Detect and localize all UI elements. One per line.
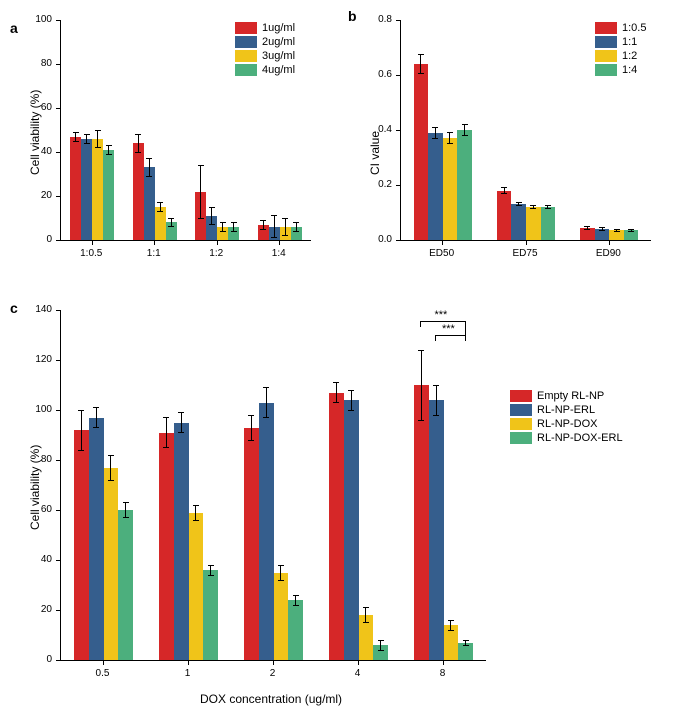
legend-label: 3ug/ml: [262, 50, 295, 62]
legend-swatch: [510, 390, 532, 402]
legend-label: RL-NP-ERL: [537, 404, 595, 416]
bar: [159, 433, 174, 661]
x-tick-label: 1:2: [191, 248, 241, 259]
legend-label: 1:2: [622, 50, 637, 62]
legend-swatch: [595, 22, 617, 34]
bar: [329, 393, 344, 661]
x-tick-label: 1:4: [254, 248, 304, 259]
bar: [104, 468, 119, 661]
y-axis-label: Cell viability (%): [28, 445, 42, 530]
panel-label-c: c: [10, 300, 18, 316]
bar: [511, 204, 526, 240]
y-tick-label: 100: [22, 404, 52, 415]
legend: Empty RL-NP RL-NP-ERL RL-NP-DOX RL-NP-DOX-E…: [510, 390, 623, 446]
bar: [203, 570, 218, 660]
legend-label: 2ug/ml: [262, 36, 295, 48]
x-axis-label: DOX concentration (ug/ml): [200, 692, 342, 706]
legend-label: 1:0.5: [622, 22, 646, 34]
legend-swatch: [595, 36, 617, 48]
bar: [155, 207, 166, 240]
bar: [429, 400, 444, 660]
significance-marker: ***: [442, 323, 455, 335]
bar: [541, 207, 556, 240]
y-tick-label: 0: [22, 654, 52, 665]
y-tick-label: 0.0: [362, 234, 392, 245]
bar: [118, 510, 133, 660]
bar: [81, 139, 92, 240]
y-axis-label: CI value: [368, 131, 382, 175]
bar: [92, 139, 103, 240]
legend-label: 1ug/ml: [262, 22, 295, 34]
y-tick-label: 40: [22, 554, 52, 565]
bar: [428, 133, 443, 240]
x-tick-label: 1:0.5: [66, 248, 116, 259]
y-tick-label: 120: [22, 354, 52, 365]
bar: [70, 137, 81, 240]
y-axis-label: Cell viability (%): [28, 90, 42, 175]
legend-label: RL-NP-DOX: [537, 418, 598, 430]
bar: [244, 428, 259, 661]
y-tick-label: 0.6: [362, 69, 392, 80]
legend-swatch: [235, 36, 257, 48]
bar: [443, 138, 458, 240]
bar: [497, 191, 512, 241]
x-tick-label: 2: [248, 668, 298, 679]
legend-swatch: [510, 404, 532, 416]
x-tick-label: 0.5: [78, 668, 128, 679]
bar: [457, 130, 472, 240]
legend-label: Empty RL-NP: [537, 390, 604, 402]
bar: [89, 418, 104, 661]
chart-area: [60, 310, 486, 661]
y-tick-label: 20: [22, 604, 52, 615]
bar: [526, 207, 541, 240]
legend-swatch: [510, 432, 532, 444]
legend-swatch: [235, 50, 257, 62]
y-tick-label: 0.8: [362, 14, 392, 25]
bar: [103, 150, 114, 240]
legend-label: RL-NP-DOX-ERL: [537, 432, 623, 444]
bar: [74, 430, 89, 660]
bar: [274, 573, 289, 661]
bar: [414, 64, 429, 240]
bar: [344, 400, 359, 660]
x-tick-label: 4: [333, 668, 383, 679]
bar: [259, 403, 274, 661]
legend-swatch: [595, 50, 617, 62]
x-tick-label: ED50: [417, 248, 467, 259]
legend-label: 4ug/ml: [262, 64, 295, 76]
x-tick-label: ED75: [500, 248, 550, 259]
y-tick-label: 0: [22, 234, 52, 245]
bar: [288, 600, 303, 660]
bar: [174, 423, 189, 661]
legend-swatch: [235, 64, 257, 76]
legend: 1:0.5 1:1 1:2 1:4: [595, 22, 646, 78]
x-tick-label: 1:1: [129, 248, 179, 259]
bar: [133, 143, 144, 240]
panel-label-a: a: [10, 20, 18, 36]
y-tick-label: 100: [22, 14, 52, 25]
bar: [189, 513, 204, 661]
y-tick-label: 20: [22, 190, 52, 201]
bar: [144, 167, 155, 240]
y-tick-label: 140: [22, 304, 52, 315]
legend-swatch: [595, 64, 617, 76]
panel-label-b: b: [348, 8, 357, 24]
y-tick-label: 80: [22, 58, 52, 69]
y-tick-label: 0.2: [362, 179, 392, 190]
significance-marker: ***: [435, 309, 448, 321]
legend-swatch: [235, 22, 257, 34]
x-tick-label: 8: [418, 668, 468, 679]
bar: [414, 385, 429, 660]
x-tick-label: 1: [163, 668, 213, 679]
legend-swatch: [510, 418, 532, 430]
legend-label: 1:1: [622, 36, 637, 48]
legend: 1ug/ml 2ug/ml 3ug/ml 4ug/ml: [235, 22, 295, 78]
x-tick-label: ED90: [583, 248, 633, 259]
legend-label: 1:4: [622, 64, 637, 76]
